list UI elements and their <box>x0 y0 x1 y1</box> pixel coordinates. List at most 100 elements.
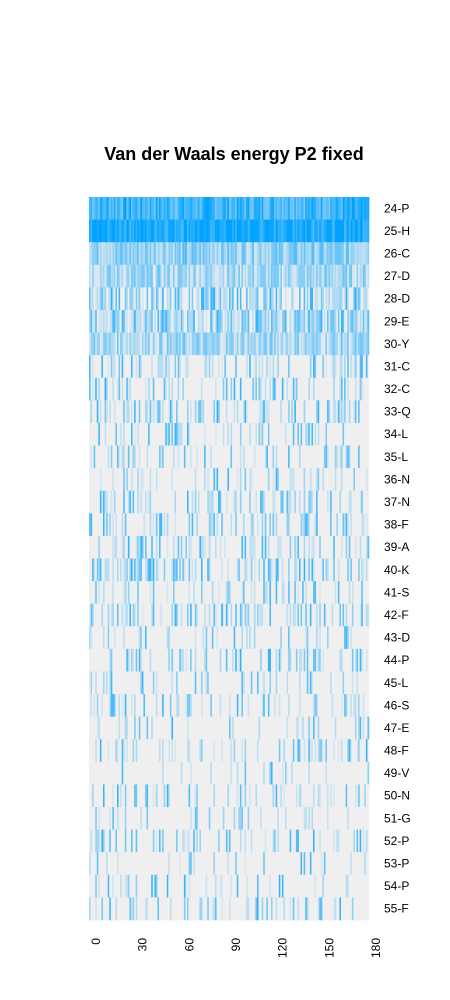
heatmap-cell <box>191 558 194 582</box>
heatmap-cell <box>137 287 140 311</box>
heatmap-cell <box>316 761 318 785</box>
heatmap-cell <box>98 716 101 740</box>
heatmap-cell <box>233 377 236 401</box>
heatmap-cell <box>233 513 236 537</box>
heatmap-cell <box>283 513 286 537</box>
heatmap-cell <box>241 807 244 830</box>
heatmap-cell <box>344 445 346 469</box>
heatmap-cell <box>188 400 191 424</box>
heatmap-cell <box>339 784 342 808</box>
heatmap-cell <box>358 400 360 424</box>
heatmap-cell <box>110 445 113 469</box>
heatmap-cell <box>110 648 113 672</box>
heatmap-cell <box>162 445 164 469</box>
heatmap-cell <box>174 422 177 446</box>
heatmap-cell <box>302 219 304 243</box>
heatmap-cell <box>162 377 164 401</box>
heatmap-cell <box>166 355 169 379</box>
heatmap-cell <box>211 445 214 469</box>
heatmap-cell <box>341 626 343 650</box>
heatmap-cell <box>330 558 332 582</box>
heatmap-cell <box>96 377 99 401</box>
heatmap-cell <box>356 400 359 424</box>
heatmap-cell <box>266 400 269 424</box>
heatmap-cell <box>289 716 292 740</box>
heatmap-cell <box>110 377 113 401</box>
heatmap-cell <box>278 513 281 537</box>
heatmap-cell <box>267 558 270 582</box>
heatmap-cell <box>173 445 175 469</box>
heatmap-cell <box>121 490 124 514</box>
heatmap-cell <box>90 761 93 785</box>
heatmap-cell <box>320 716 323 740</box>
heatmap-cell <box>165 648 168 672</box>
heatmap-cell <box>294 197 297 220</box>
heatmap-cell <box>247 468 250 492</box>
heatmap-cell <box>201 332 203 356</box>
heatmap-cell <box>337 355 340 379</box>
heatmap-cell <box>263 626 266 650</box>
heatmap-cell <box>157 761 160 785</box>
heatmap-cell <box>266 422 269 446</box>
heatmap-cell <box>263 332 266 356</box>
heatmap-cell <box>281 739 284 763</box>
heatmap-cell <box>246 558 248 582</box>
heatmap-cell <box>345 377 348 401</box>
heatmap-cell <box>201 264 203 288</box>
heatmap-cell <box>235 287 238 311</box>
heatmap-cell <box>134 242 136 266</box>
heatmap-cell <box>305 761 308 785</box>
heatmap-cell <box>162 468 164 492</box>
heatmap-cell <box>314 671 317 695</box>
heatmap-cell <box>196 242 199 266</box>
heatmap-cell <box>255 400 258 424</box>
heatmap-cell <box>305 287 308 311</box>
heatmap-cell <box>247 242 250 266</box>
heatmap-cell <box>313 626 315 650</box>
heatmap-cell <box>191 332 194 356</box>
heatmap-cell <box>272 219 275 243</box>
heatmap-cell <box>202 332 205 356</box>
heatmap-cell <box>367 219 370 243</box>
heatmap-cell <box>208 445 211 469</box>
heatmap-cell <box>124 377 127 401</box>
heatmap-cell <box>121 535 124 559</box>
heatmap-cell <box>255 332 258 356</box>
heatmap-cell <box>227 422 230 446</box>
heatmap-cell <box>177 694 180 717</box>
heatmap-cell <box>138 400 141 424</box>
heatmap-cell <box>342 264 345 288</box>
heatmap-cell <box>109 581 112 604</box>
heatmap-cell <box>361 648 364 672</box>
heatmap-cell <box>362 761 365 785</box>
heatmap-cell <box>194 445 197 469</box>
heatmap-cell <box>353 716 356 740</box>
heatmap-cell <box>145 468 147 492</box>
heatmap-cell <box>235 626 238 650</box>
heatmap-cell <box>252 242 255 266</box>
heatmap-cell <box>149 400 152 424</box>
heatmap-cell <box>285 694 287 717</box>
heatmap-cell <box>194 626 197 650</box>
heatmap-cell <box>211 287 214 311</box>
heatmap-cell <box>101 264 104 288</box>
heatmap-cell <box>190 490 192 514</box>
heatmap-cell <box>274 739 276 763</box>
heatmap-cell <box>336 784 339 808</box>
heatmap-cell <box>229 739 231 763</box>
heatmap-cell <box>145 219 147 243</box>
heatmap-cell <box>331 309 334 333</box>
heatmap-cell <box>351 445 354 469</box>
heatmap-cell <box>127 242 130 266</box>
heatmap-cell <box>280 513 283 537</box>
heatmap-cell <box>266 355 269 379</box>
heatmap-cell <box>176 761 178 785</box>
heatmap-cell <box>123 197 126 220</box>
heatmap-cell <box>216 197 219 220</box>
heatmap-cell <box>180 784 183 808</box>
heatmap-cell <box>135 355 138 379</box>
heatmap-cell <box>355 626 357 650</box>
heatmap-cell <box>264 535 267 559</box>
heatmap-cell <box>235 716 238 740</box>
heatmap-cell <box>359 558 362 582</box>
